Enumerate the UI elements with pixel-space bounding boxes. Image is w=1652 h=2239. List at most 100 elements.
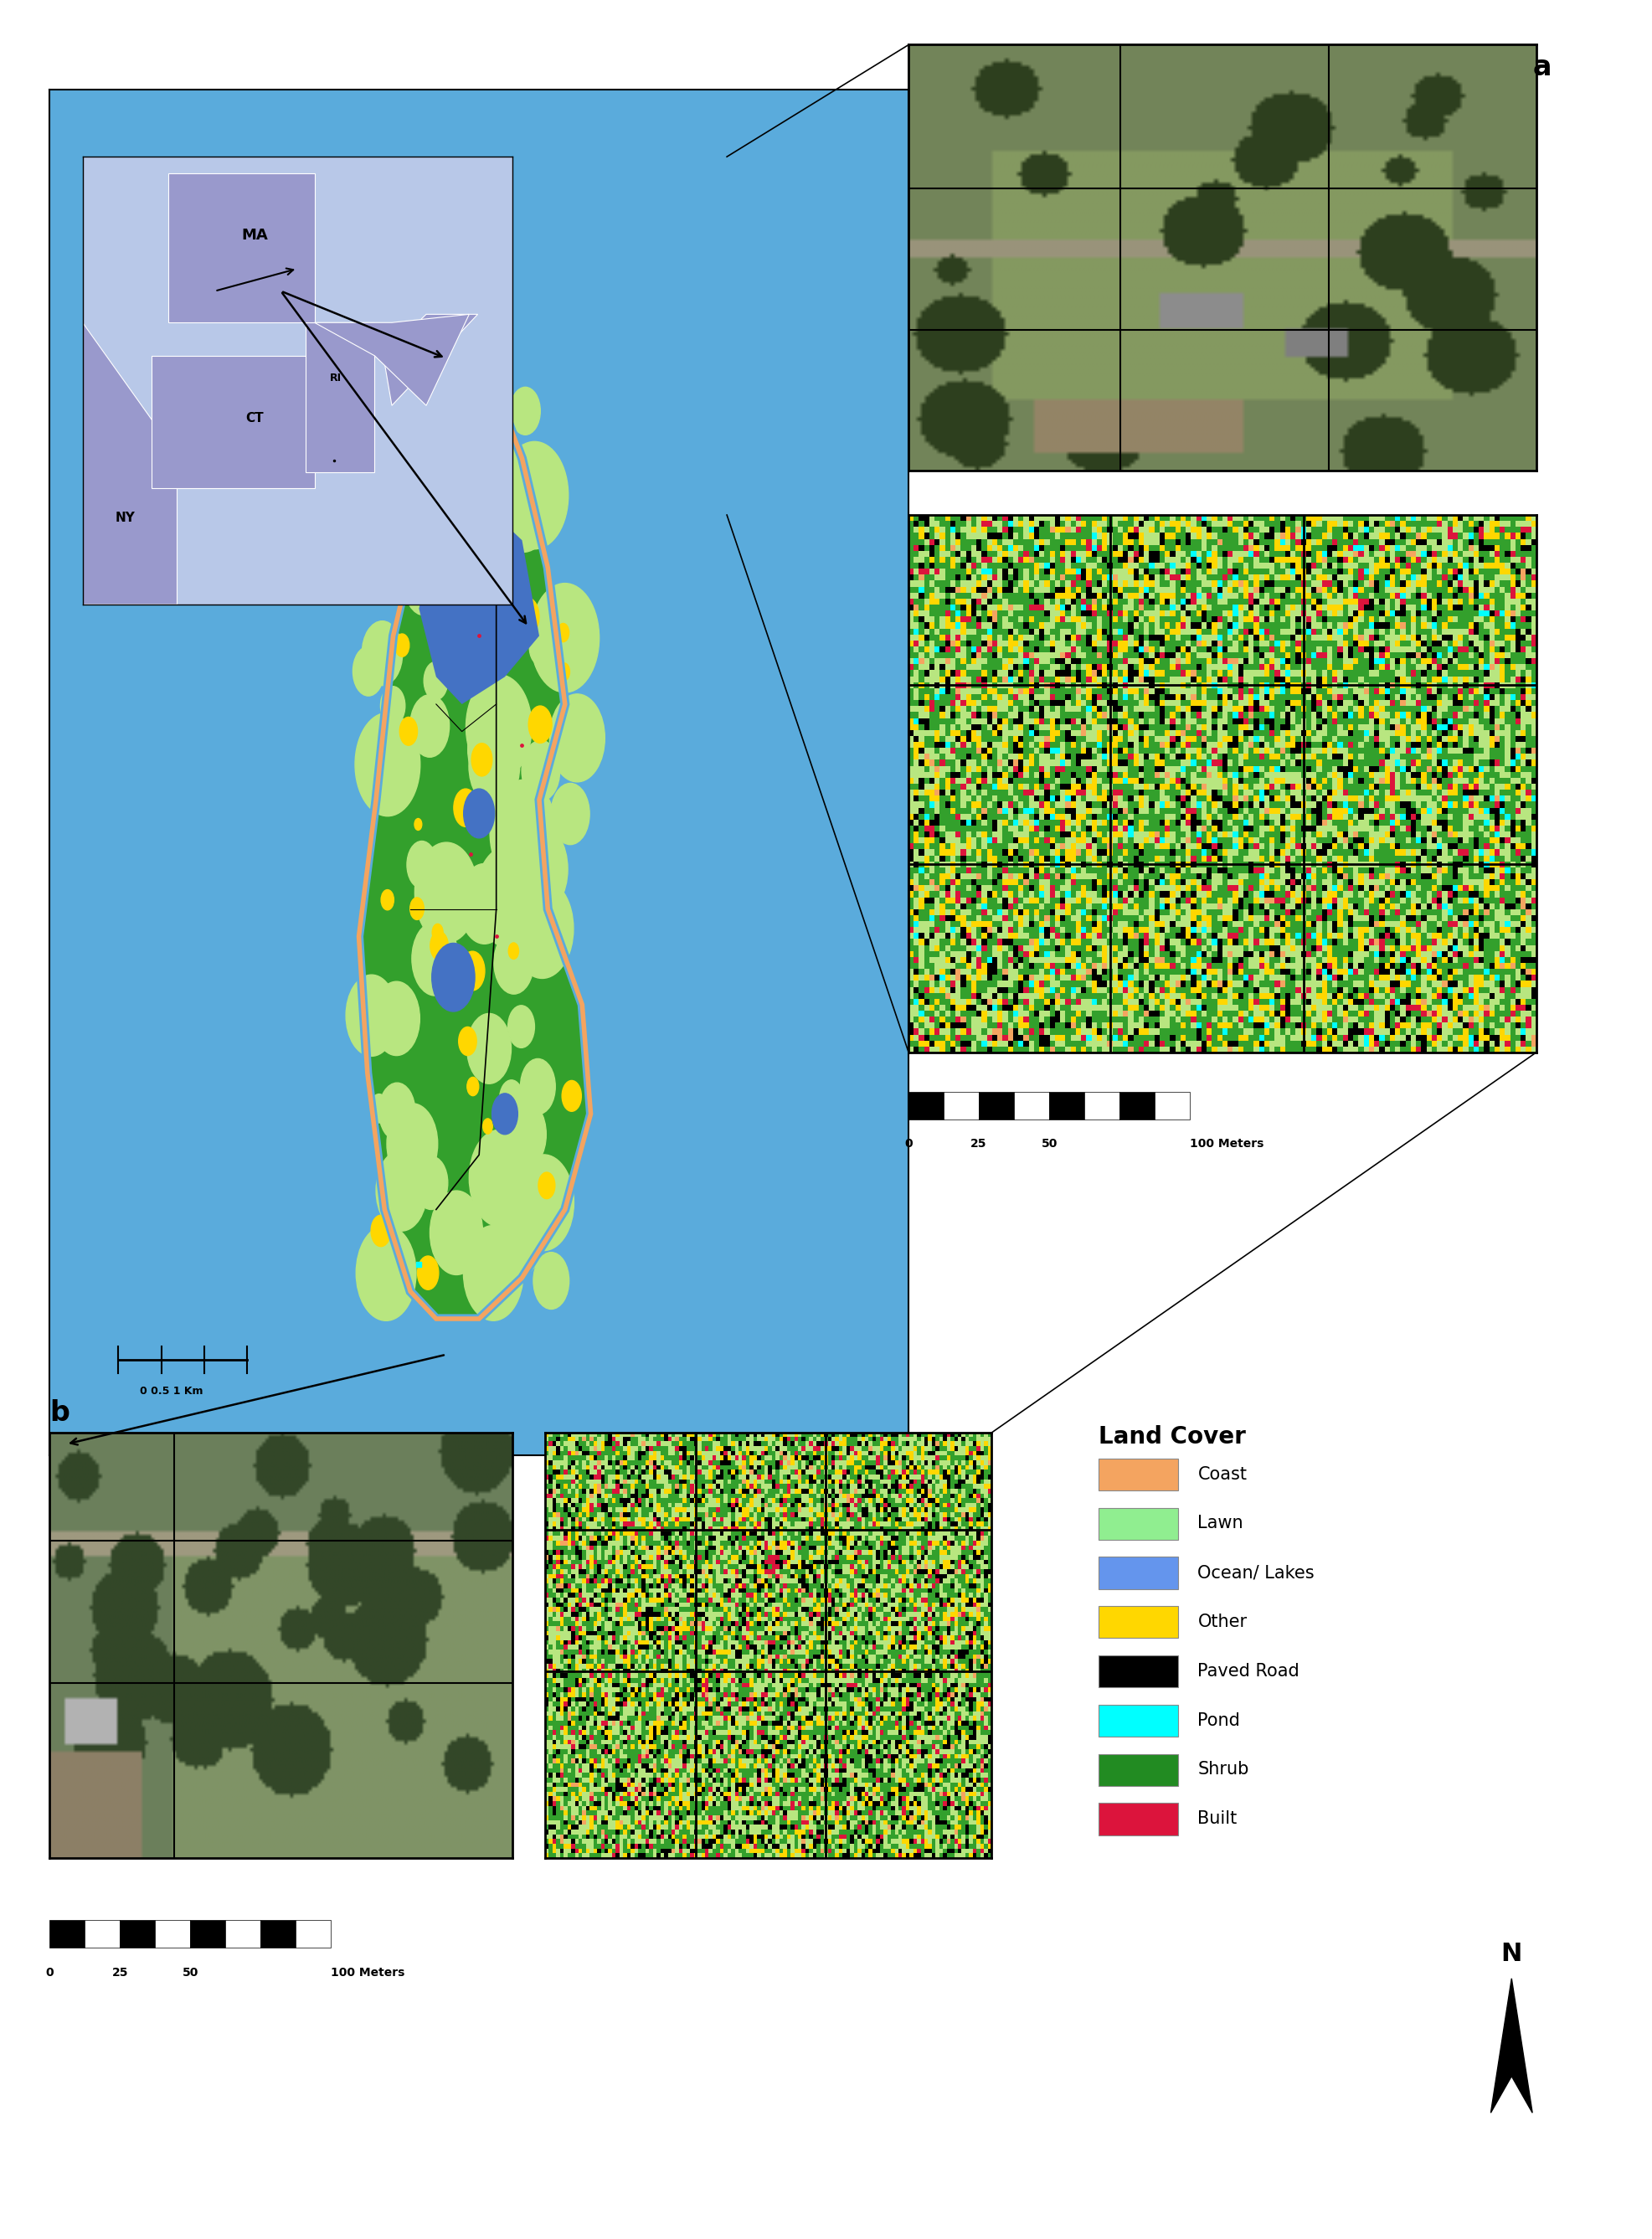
Circle shape: [494, 931, 534, 994]
Circle shape: [425, 564, 434, 580]
Text: Coast: Coast: [1198, 1467, 1247, 1482]
Circle shape: [562, 1081, 582, 1111]
Circle shape: [539, 1173, 555, 1198]
Polygon shape: [50, 90, 909, 1455]
Circle shape: [464, 1225, 524, 1321]
Text: 100 Meters: 100 Meters: [1189, 1137, 1264, 1151]
Circle shape: [471, 743, 492, 777]
Circle shape: [415, 1155, 448, 1209]
Circle shape: [491, 1196, 544, 1276]
FancyBboxPatch shape: [1099, 1704, 1178, 1737]
Circle shape: [395, 634, 410, 656]
Circle shape: [502, 1099, 547, 1169]
FancyBboxPatch shape: [1099, 1507, 1178, 1540]
Circle shape: [515, 598, 539, 636]
Circle shape: [451, 369, 472, 405]
Polygon shape: [152, 356, 314, 488]
Bar: [225, 1921, 261, 1948]
Circle shape: [363, 1014, 388, 1052]
Circle shape: [461, 598, 509, 676]
Polygon shape: [383, 313, 477, 405]
Bar: [909, 1093, 943, 1120]
Polygon shape: [306, 322, 375, 472]
Text: Built: Built: [1198, 1811, 1237, 1827]
Circle shape: [378, 1084, 415, 1140]
Circle shape: [415, 819, 421, 831]
Text: N: N: [1502, 1941, 1521, 1966]
Bar: [190, 1921, 225, 1948]
Text: Other: Other: [1198, 1614, 1247, 1630]
Point: [466, 618, 492, 654]
Circle shape: [433, 925, 443, 940]
Bar: [84, 1921, 121, 1948]
Text: a: a: [1533, 54, 1551, 81]
Polygon shape: [1490, 1979, 1533, 2114]
Text: Land Cover: Land Cover: [1099, 1426, 1246, 1449]
Circle shape: [387, 477, 413, 517]
Circle shape: [510, 824, 568, 916]
Circle shape: [459, 1028, 476, 1055]
Circle shape: [410, 694, 449, 757]
FancyBboxPatch shape: [1099, 1655, 1178, 1688]
Circle shape: [522, 741, 560, 802]
Text: MA: MA: [241, 228, 268, 244]
Circle shape: [464, 788, 494, 837]
Circle shape: [355, 712, 420, 817]
Text: Paved Road: Paved Road: [1198, 1664, 1300, 1679]
Circle shape: [534, 625, 565, 676]
Circle shape: [491, 779, 557, 887]
Circle shape: [425, 663, 448, 701]
Polygon shape: [358, 363, 591, 1319]
Circle shape: [468, 1014, 510, 1084]
Circle shape: [372, 1216, 392, 1247]
Circle shape: [529, 705, 552, 743]
Bar: [1084, 1093, 1120, 1120]
FancyBboxPatch shape: [1099, 1605, 1178, 1639]
Circle shape: [479, 428, 501, 461]
Circle shape: [395, 387, 436, 452]
Text: 50: 50: [182, 1966, 198, 1979]
Bar: [50, 1921, 84, 1948]
Text: Lawn: Lawn: [1198, 1516, 1244, 1531]
Text: NY: NY: [116, 510, 135, 524]
Circle shape: [380, 687, 405, 725]
FancyBboxPatch shape: [1099, 1802, 1178, 1836]
Circle shape: [428, 423, 496, 528]
Point: [458, 837, 484, 873]
Point: [482, 918, 509, 954]
Bar: [943, 1093, 980, 1120]
Bar: [121, 1921, 155, 1948]
Circle shape: [468, 1077, 479, 1095]
Circle shape: [377, 1151, 428, 1231]
Circle shape: [550, 694, 605, 781]
Circle shape: [345, 974, 396, 1057]
Circle shape: [469, 725, 520, 806]
Circle shape: [431, 943, 474, 1012]
Text: 100 Meters: 100 Meters: [330, 1966, 405, 1979]
Circle shape: [428, 531, 472, 602]
Circle shape: [406, 842, 436, 889]
Polygon shape: [169, 172, 314, 322]
Text: RI: RI: [330, 372, 342, 383]
Text: Shrub: Shrub: [1198, 1762, 1249, 1778]
Circle shape: [510, 387, 540, 434]
Circle shape: [520, 1059, 555, 1115]
Circle shape: [403, 423, 423, 457]
Circle shape: [464, 1236, 514, 1314]
Bar: [155, 1921, 190, 1948]
Circle shape: [410, 898, 425, 920]
Circle shape: [373, 981, 420, 1055]
Circle shape: [529, 629, 552, 665]
Circle shape: [430, 931, 448, 961]
Text: 0 0.5 1 Km: 0 0.5 1 Km: [140, 1386, 203, 1397]
Circle shape: [354, 647, 383, 696]
Circle shape: [530, 584, 600, 692]
Circle shape: [459, 864, 510, 945]
Circle shape: [357, 1225, 416, 1321]
FancyBboxPatch shape: [1099, 1458, 1178, 1491]
Bar: [1014, 1093, 1049, 1120]
Text: 0: 0: [46, 1966, 53, 1979]
Circle shape: [362, 620, 403, 685]
FancyBboxPatch shape: [1099, 1556, 1178, 1590]
Circle shape: [367, 365, 408, 430]
